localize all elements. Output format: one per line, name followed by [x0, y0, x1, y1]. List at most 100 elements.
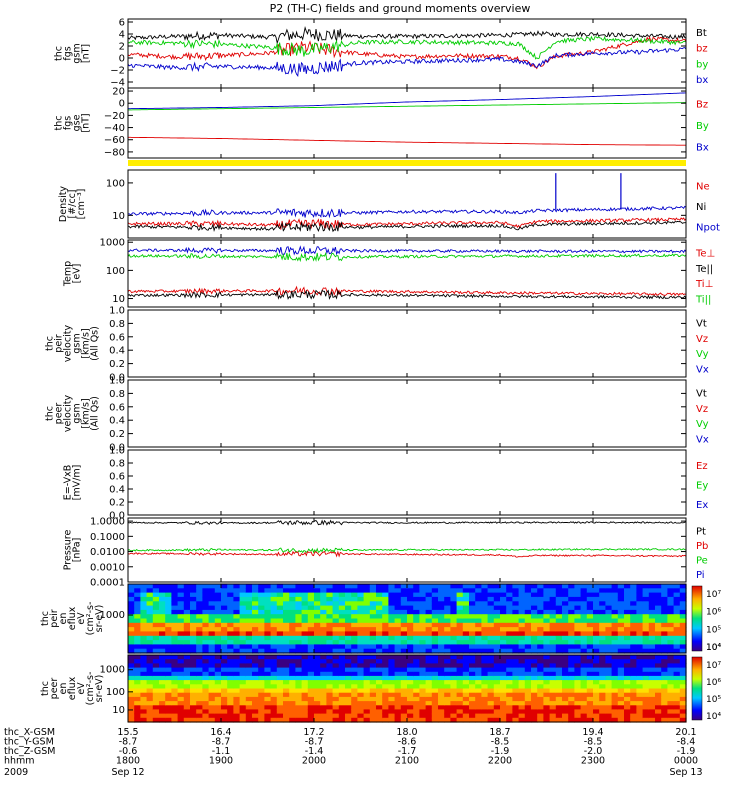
spectrogram-cell — [227, 675, 234, 681]
spectrogram-cell — [543, 671, 551, 677]
spectrogram-cell — [438, 605, 445, 611]
spectrogram-cell — [413, 631, 420, 637]
spectrogram-cell — [332, 640, 340, 645]
spectrogram-cell — [227, 614, 234, 620]
spectrogram-cell — [611, 659, 619, 664]
spectrogram-cell — [611, 701, 619, 706]
spectrogram-cell — [369, 671, 377, 677]
spectrogram-cell — [630, 667, 637, 673]
spectrogram-cell — [487, 671, 495, 677]
spectrogram-cell — [252, 705, 259, 711]
spectrogram-cell — [295, 631, 303, 637]
panel-pressure: 1.00000.10000.01000.00100.0001Pressure[n… — [63, 517, 709, 589]
spectrogram-cell — [648, 605, 656, 611]
spectrogram-cell — [128, 696, 135, 702]
spectrogram-cell — [332, 680, 340, 685]
spectrogram-cell — [140, 659, 148, 664]
spectrogram-cell — [493, 584, 501, 589]
spectrogram-cell — [506, 667, 513, 673]
spectrogram-cell — [400, 609, 408, 615]
spectrogram-cell — [481, 659, 489, 664]
spectrogram-cell — [568, 584, 575, 589]
spectrogram-cell — [252, 644, 259, 650]
spectrogram-cell — [487, 601, 495, 607]
spectrogram-cell — [320, 692, 327, 698]
spectrogram-cell — [208, 717, 216, 723]
spectrogram-cell — [444, 709, 451, 715]
spectrogram-cell — [140, 631, 148, 637]
spectrogram-cell — [450, 717, 458, 723]
spectrogram-cell — [301, 631, 309, 637]
spectrogram-cell — [276, 588, 284, 594]
spectrogram-cell — [562, 627, 569, 632]
spectrogram-cell — [543, 614, 551, 620]
spectrogram-cell — [419, 709, 427, 715]
spectrogram-cell — [239, 644, 247, 650]
spectrogram-cell — [679, 601, 687, 607]
ephemeris-value: 2300 — [581, 756, 605, 767]
spectrogram-cell — [177, 644, 185, 650]
spectrogram-cell — [196, 688, 203, 694]
spectrogram-cell — [673, 659, 681, 664]
spectrogram-cell — [140, 688, 148, 694]
spectrogram-cell — [456, 648, 464, 654]
spectrogram-cell — [555, 618, 563, 624]
spectrogram-cell — [264, 659, 272, 664]
spectrogram-cell — [431, 631, 439, 637]
spectrogram-cell — [512, 684, 520, 690]
spectrogram-cell — [245, 713, 253, 719]
spectrogram-cell — [233, 609, 241, 615]
spectrogram-cell — [320, 717, 327, 723]
spectrogram-cell — [456, 601, 464, 607]
spectrogram-cell — [462, 605, 470, 611]
spectrogram-cell — [506, 592, 513, 598]
spectrogram-cell — [214, 667, 222, 673]
spectrogram-cell — [605, 601, 613, 607]
spectrogram-cell — [475, 635, 482, 641]
spectrogram-cell — [165, 588, 172, 594]
spectrogram-cell — [307, 701, 315, 706]
spectrogram-cell — [500, 684, 507, 690]
spectrogram-cell — [630, 614, 637, 620]
spectrogram-cell — [208, 709, 216, 715]
spectrogram-cell — [679, 655, 687, 660]
spectrogram-cell — [562, 692, 569, 698]
spectrogram-cell — [531, 705, 538, 711]
spectrogram-cell — [574, 627, 582, 632]
spectrogram-cell — [283, 618, 290, 624]
spectrogram-cell — [394, 622, 402, 628]
spectrogram-cell — [382, 701, 389, 706]
spectrogram-cell — [320, 713, 327, 719]
legend-entry: Bt — [696, 28, 707, 39]
spectrogram-cell — [258, 713, 265, 719]
spectrogram-cell — [506, 688, 513, 694]
spectrogram-cell — [537, 631, 544, 637]
spectrogram-cell — [159, 680, 166, 685]
spectrogram-cell — [537, 592, 544, 598]
spectrogram-cell — [388, 592, 396, 598]
spectrogram-cell — [301, 644, 309, 650]
spectrogram-cell — [636, 709, 644, 715]
spectrogram-cell — [531, 684, 538, 690]
spectrogram-cell — [382, 655, 389, 660]
spectrogram-cell — [270, 671, 278, 677]
ephemeris-value: 19.4 — [582, 727, 603, 738]
spectrogram-cell — [190, 709, 197, 715]
y-axis-label-line: gsm — [72, 333, 83, 353]
spectrogram-cell — [605, 614, 613, 620]
spectrogram-cell — [239, 627, 247, 632]
spectrogram-cell — [140, 627, 148, 632]
spectrogram-cell — [214, 644, 222, 650]
spectrogram-cell — [419, 635, 427, 641]
spectrogram-cell — [450, 596, 458, 602]
spectrogram-cell — [276, 659, 284, 664]
spectrogram-cell — [624, 667, 631, 673]
spectrogram-cell — [586, 588, 594, 594]
spectrogram-cell — [667, 584, 675, 589]
spectrogram-cell — [574, 671, 582, 677]
spectrogram-cell — [537, 614, 544, 620]
spectrogram-cell — [617, 684, 625, 690]
spectrogram-cell — [469, 584, 476, 589]
spectrogram-cell — [444, 696, 451, 702]
